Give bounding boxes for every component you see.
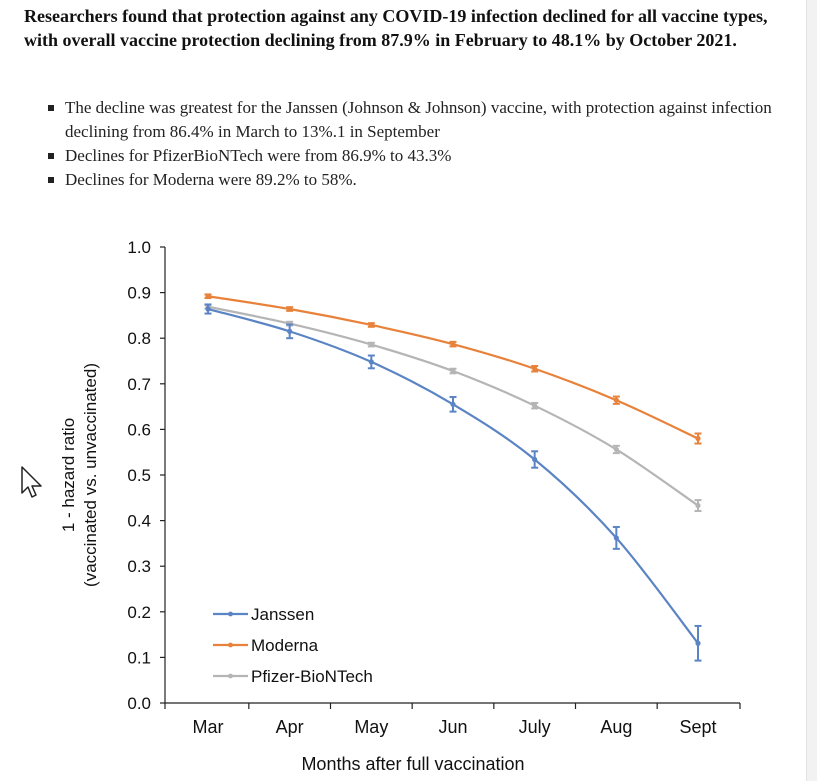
x-tick-label: Mar bbox=[193, 717, 224, 737]
data-point bbox=[613, 535, 619, 541]
chart-legend: Janssen Moderna Pfizer-BioNTech bbox=[213, 605, 373, 686]
list-item: The decline was greatest for the Janssen… bbox=[48, 96, 808, 144]
data-point bbox=[368, 359, 374, 365]
legend-marker bbox=[228, 611, 233, 617]
y-axis-title: 1 - hazard ratio bbox=[59, 418, 78, 532]
legend-label-janssen: Janssen bbox=[251, 605, 314, 624]
data-point bbox=[368, 341, 374, 348]
data-point bbox=[287, 306, 293, 312]
data-point bbox=[613, 446, 619, 453]
data-point bbox=[450, 341, 456, 347]
data-point bbox=[695, 502, 701, 509]
data-point bbox=[613, 397, 619, 403]
data-point bbox=[205, 293, 211, 299]
data-point bbox=[205, 306, 211, 312]
y-tick-label: 0.0 bbox=[127, 694, 151, 713]
x-axis-ticks: Mar Apr May Jun July Aug Sept bbox=[164, 703, 741, 737]
x-tick-label: May bbox=[354, 717, 388, 737]
mouse-cursor-icon bbox=[21, 466, 42, 498]
y-tick-label: 1.0 bbox=[127, 238, 151, 257]
legend-marker bbox=[228, 673, 233, 679]
series-line-janssen bbox=[207, 307, 699, 644]
series-layer bbox=[204, 293, 702, 662]
data-point bbox=[532, 456, 538, 463]
y-tick-label: 0.1 bbox=[127, 648, 151, 667]
y-tick-label: 0.9 bbox=[127, 284, 151, 303]
y-tick-label: 0.6 bbox=[127, 420, 151, 439]
data-point bbox=[695, 640, 701, 646]
y-tick-label: 0.8 bbox=[127, 329, 151, 348]
series-moderna bbox=[204, 293, 702, 445]
page-scrollbar-track[interactable] bbox=[806, 0, 817, 781]
data-point bbox=[450, 401, 456, 407]
data-point bbox=[532, 366, 538, 372]
y-tick-label: 0.4 bbox=[127, 512, 151, 531]
x-tick-label: July bbox=[519, 717, 551, 737]
legend-marker bbox=[228, 642, 233, 648]
y-tick-label: 0.2 bbox=[127, 603, 151, 622]
y-tick-label: 0.3 bbox=[127, 557, 151, 576]
article-headline: Researchers found that protection agains… bbox=[24, 6, 768, 50]
x-axis-title: Months after full vaccination bbox=[301, 754, 524, 774]
y-axis-ticks: 0.0 0.1 0.2 0.3 0.4 0.5 0.6 0.7 0.8 0.9 1.0 bbox=[127, 238, 165, 713]
series-janssen bbox=[204, 303, 702, 662]
legend-label-moderna: Moderna bbox=[251, 636, 319, 655]
data-point bbox=[450, 368, 456, 374]
y-tick-label: 0.7 bbox=[127, 375, 151, 394]
x-tick-label: Apr bbox=[276, 717, 304, 737]
legend-label-pfizer-biontech: Pfizer-BioNTech bbox=[251, 667, 373, 686]
data-point bbox=[287, 328, 293, 334]
x-tick-label: Aug bbox=[600, 717, 632, 737]
x-tick-label: Sept bbox=[679, 717, 716, 737]
list-item: Declines for Moderna were 89.2% to 58%. bbox=[48, 168, 808, 192]
data-point bbox=[532, 403, 538, 409]
data-point bbox=[695, 435, 701, 442]
x-tick-label: Jun bbox=[438, 717, 467, 737]
series-line-moderna bbox=[207, 295, 699, 440]
data-point bbox=[368, 322, 374, 328]
list-item: Declines for PfizerBioNTech were from 86… bbox=[48, 144, 808, 168]
y-tick-label: 0.5 bbox=[127, 466, 151, 485]
findings-list: The decline was greatest for the Janssen… bbox=[48, 96, 808, 192]
y-axis-subtitle: (vaccinated vs. unvaccinated) bbox=[81, 363, 100, 587]
